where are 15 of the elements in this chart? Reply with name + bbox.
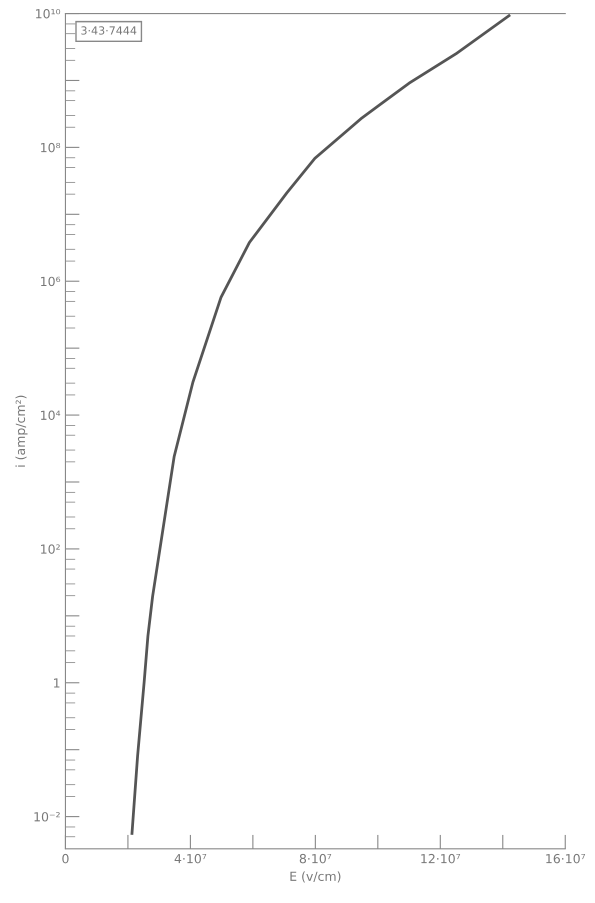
- annotation: 3·43·7444: [81, 26, 136, 35]
- y-tick-label: 10¹⁰: [36, 9, 60, 18]
- x-tick-label: 16·10⁷: [546, 854, 586, 864]
- y-tick-label: 1: [54, 678, 60, 688]
- x-tick-label: 8·10⁷: [300, 854, 332, 864]
- x-tick-label: 0: [62, 854, 69, 864]
- y-tick-label: 10⁶: [41, 276, 60, 286]
- x-tick-label: 12·10⁷: [421, 854, 460, 864]
- x-axis-title: E (v/cm): [290, 871, 340, 882]
- y-tick-label: 10⁴: [41, 410, 60, 420]
- y-tick-label: 10⁻²: [34, 812, 60, 822]
- x-tick-label: 4·10⁷: [174, 854, 206, 864]
- y-tick-label: 10²: [41, 544, 60, 554]
- y-axis-title: i (amp/cm²): [15, 396, 28, 467]
- y-tick-label: 10⁸: [41, 142, 60, 152]
